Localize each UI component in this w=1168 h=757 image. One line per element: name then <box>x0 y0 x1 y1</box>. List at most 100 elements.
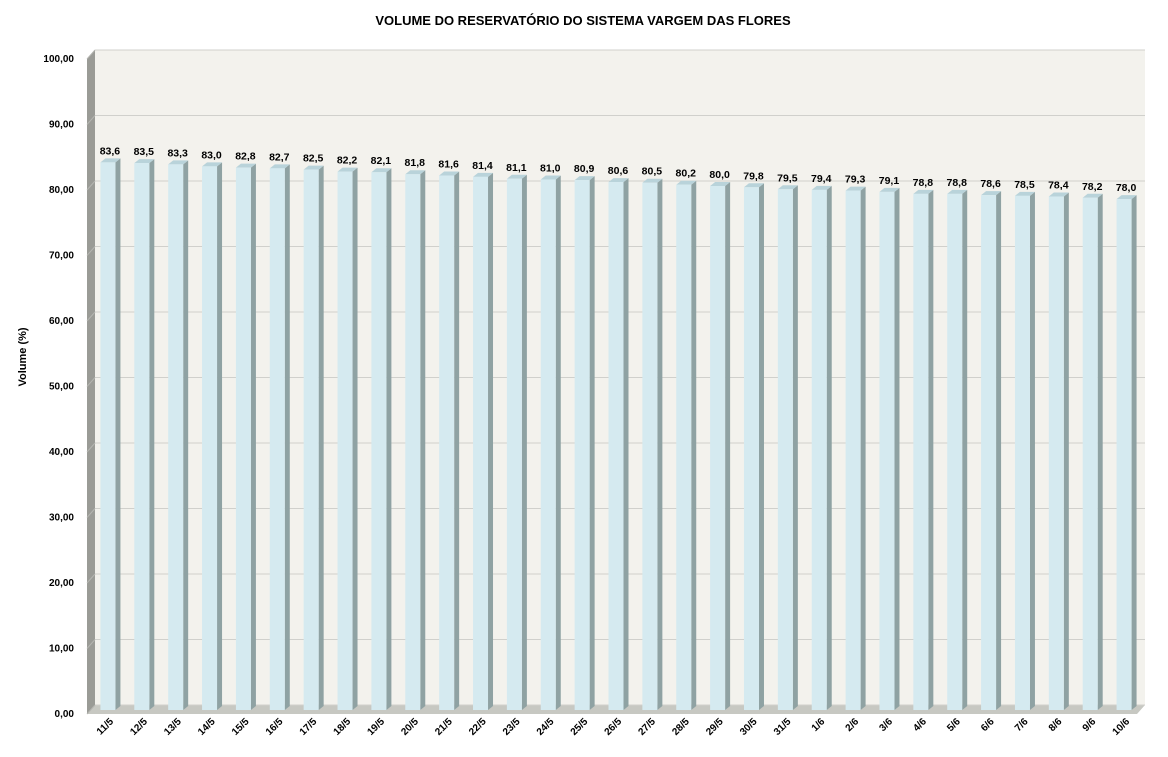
bar-front <box>202 166 218 711</box>
bar-side <box>1029 191 1035 710</box>
bar <box>540 175 561 710</box>
bar-top <box>100 158 121 163</box>
data-label: 80,2 <box>676 168 697 180</box>
bar-front <box>100 162 116 711</box>
bar-side <box>894 187 900 710</box>
y-axis-label: Volume (%) <box>17 327 29 386</box>
data-label: 83,0 <box>201 149 222 161</box>
bar-front <box>269 168 285 710</box>
bar-top <box>574 176 595 181</box>
y-tick-label: 40,00 <box>49 447 74 458</box>
bar-side <box>318 165 324 710</box>
bar <box>1082 193 1103 711</box>
bar-top <box>439 171 460 176</box>
data-label: 78,8 <box>946 177 967 189</box>
bar-top <box>1082 193 1103 198</box>
bar-top <box>710 182 731 186</box>
bar-side <box>792 185 798 710</box>
bar-front <box>1048 196 1064 711</box>
bar <box>235 163 256 710</box>
bar <box>676 180 697 710</box>
bar-top <box>608 178 629 183</box>
bar <box>337 167 358 711</box>
bar <box>1014 191 1035 710</box>
bar-front <box>405 174 421 710</box>
data-label: 78,0 <box>1116 182 1137 194</box>
bar-top <box>1014 191 1035 196</box>
bar <box>743 183 764 710</box>
bar-front <box>1082 197 1098 711</box>
bar-side <box>555 175 561 710</box>
bar-side <box>996 191 1002 711</box>
bar-top <box>405 170 426 175</box>
y-tick-label: 60,00 <box>49 316 74 327</box>
data-label: 83,5 <box>134 146 155 158</box>
bar-top <box>168 160 189 165</box>
bar <box>1116 195 1137 711</box>
data-label: 80,5 <box>642 166 663 178</box>
bar-top <box>879 187 900 192</box>
bar-front <box>506 178 522 711</box>
gridline-side <box>86 639 96 649</box>
bar <box>303 165 324 710</box>
bar-side <box>115 158 121 711</box>
data-label: 80,9 <box>574 163 595 175</box>
bar <box>608 178 629 710</box>
bar-side <box>1063 192 1069 711</box>
bar-top <box>235 163 256 168</box>
bar-side <box>826 185 832 710</box>
bar-front <box>1014 195 1030 710</box>
bar <box>913 189 934 711</box>
bar-front <box>981 195 997 711</box>
bar <box>981 191 1002 711</box>
bar-front <box>879 191 895 710</box>
bar-front <box>540 179 556 710</box>
data-label: 81,4 <box>472 160 493 172</box>
bar <box>1048 192 1069 711</box>
bar-top <box>1116 195 1137 200</box>
y-tick-label: 70,00 <box>49 251 74 262</box>
bar-top <box>506 174 527 179</box>
bar <box>845 186 866 710</box>
bar-side <box>250 163 256 710</box>
bar-side <box>521 174 527 711</box>
bar <box>371 168 392 710</box>
bar-front <box>845 190 861 710</box>
data-label: 81,0 <box>540 162 561 174</box>
bar-front <box>473 176 489 710</box>
data-label: 79,1 <box>879 175 900 187</box>
bar-top <box>134 159 155 164</box>
bar-top <box>202 162 223 167</box>
bar-side <box>217 162 223 711</box>
y-tick-label: 10,00 <box>49 644 74 655</box>
data-label: 83,3 <box>167 147 188 159</box>
bar-top <box>777 185 798 190</box>
data-label: 82,5 <box>303 153 324 165</box>
data-label: 78,2 <box>1082 181 1103 193</box>
bar-side <box>284 164 290 710</box>
gridline-side <box>86 442 96 453</box>
y-tick-label: 0,00 <box>55 709 75 720</box>
bar <box>777 185 798 710</box>
data-label: 79,4 <box>811 173 832 185</box>
bar-front <box>337 171 353 711</box>
bar-top <box>913 189 934 194</box>
bar-side <box>352 167 358 711</box>
bar-side <box>420 170 426 710</box>
gridline-side <box>86 508 96 518</box>
data-label: 79,3 <box>845 174 866 186</box>
bar-front <box>134 163 150 710</box>
bar-top <box>743 183 764 188</box>
bar-front <box>947 193 963 711</box>
bar-front <box>235 167 251 710</box>
bar <box>100 158 121 711</box>
bar-side <box>488 172 494 710</box>
bar-top <box>947 189 968 194</box>
data-label: 78,5 <box>1014 179 1035 191</box>
bar-top <box>371 168 392 173</box>
bar <box>879 187 900 710</box>
bar-top <box>1048 192 1069 197</box>
bar-top <box>676 180 697 185</box>
bar-front <box>913 193 929 711</box>
